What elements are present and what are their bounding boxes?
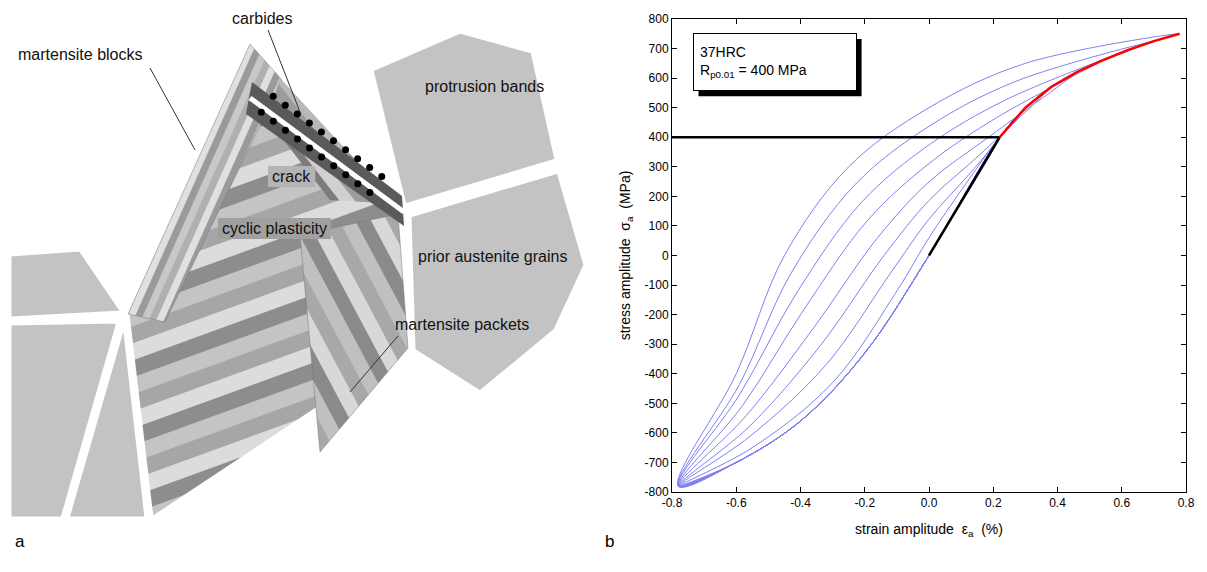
svg-text:cyclic plasticity: cyclic plasticity xyxy=(222,220,327,237)
svg-text:protrusion bands: protrusion bands xyxy=(425,78,544,95)
svg-text:-600: -600 xyxy=(645,426,669,440)
svg-text:martensite packets: martensite packets xyxy=(395,316,529,333)
svg-text:600: 600 xyxy=(649,71,669,85)
svg-text:100: 100 xyxy=(649,219,669,233)
svg-text:-400: -400 xyxy=(645,367,669,381)
svg-text:-700: -700 xyxy=(645,456,669,470)
svg-text:-0.4: -0.4 xyxy=(790,496,811,510)
svg-text:stress amplitude σ​a​ (MPa): stress amplitude σ​a​ (MPa) xyxy=(617,171,635,341)
svg-text:37HRCR​p0.01​ = 400 MPa: 37HRCR​p0.01​ = 400 MPa xyxy=(700,44,807,80)
svg-text:prior austenite grains: prior austenite grains xyxy=(418,248,567,265)
svg-text:carbides: carbides xyxy=(232,10,292,27)
svg-text:-500: -500 xyxy=(645,397,669,411)
svg-text:0.6: 0.6 xyxy=(1113,496,1130,510)
svg-text:400: 400 xyxy=(649,130,669,144)
svg-text:-300: -300 xyxy=(645,337,669,351)
svg-text:0.2: 0.2 xyxy=(985,496,1002,510)
svg-text:0.4: 0.4 xyxy=(1049,496,1066,510)
svg-text:300: 300 xyxy=(649,160,669,174)
svg-text:0: 0 xyxy=(662,249,669,263)
svg-text:-0.6: -0.6 xyxy=(726,496,747,510)
svg-text:0.8: 0.8 xyxy=(1178,496,1195,510)
svg-text:500: 500 xyxy=(649,101,669,115)
svg-text:0.0: 0.0 xyxy=(921,496,938,510)
svg-text:-800: -800 xyxy=(645,485,669,499)
svg-text:martensite blocks: martensite blocks xyxy=(18,46,143,63)
svg-text:-100: -100 xyxy=(645,278,669,292)
svg-text:strain amplitude ε​a​ (%): strain amplitude ε​a​ (%) xyxy=(855,521,1003,539)
svg-text:700: 700 xyxy=(649,42,669,56)
html-text:b: b xyxy=(605,532,615,551)
svg-text:800: 800 xyxy=(649,12,669,26)
svg-text:-0.8: -0.8 xyxy=(662,496,683,510)
svg-text:200: 200 xyxy=(649,190,669,204)
html-text:a: a xyxy=(15,532,25,551)
svg-text:crack: crack xyxy=(272,168,311,185)
svg-text:-0.2: -0.2 xyxy=(854,496,875,510)
svg-text:-200: -200 xyxy=(645,308,669,322)
